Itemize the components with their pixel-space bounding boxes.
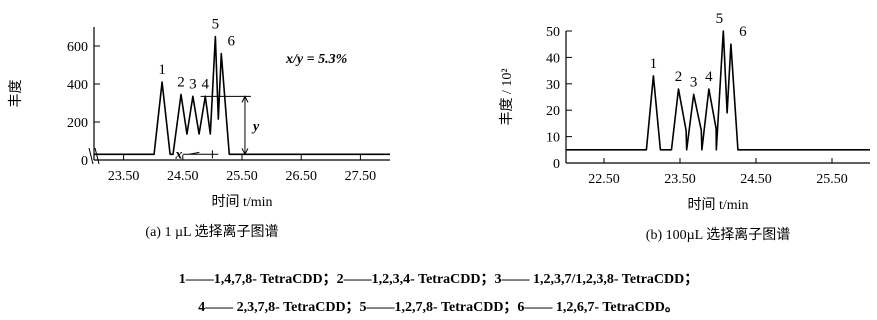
chart-caption: (a) 1 µL 选择离子图谱 xyxy=(145,223,278,240)
peak-label: 5 xyxy=(716,11,724,27)
x-tick-label: 27.50 xyxy=(345,169,377,184)
peak-label: 2 xyxy=(177,74,185,90)
axis-break-mark xyxy=(88,147,94,165)
y-tick-label: 20 xyxy=(546,104,560,119)
x-tick-label: 23.50 xyxy=(108,169,140,184)
y-tick-label: 40 xyxy=(546,51,560,66)
peak-label: 4 xyxy=(705,69,713,85)
y-tick-label: 600 xyxy=(67,40,88,55)
y-tick-label: 200 xyxy=(67,116,88,131)
y-tick-label: 0 xyxy=(81,154,88,169)
y-tick-label: 50 xyxy=(546,25,560,40)
x-tick-label: 24.50 xyxy=(167,169,199,184)
axis-break-mark xyxy=(94,147,100,165)
chart-panel-b: 0 10 20 30 40 50 22.50 23.50 24.50 25.50 丰度 / 10² 时… xyxy=(499,11,870,243)
x-tick-label: 22.50 xyxy=(588,172,620,187)
peak-label: 5 xyxy=(212,17,220,33)
y-dimension-arrow xyxy=(241,95,249,103)
chart-panel-a: 0 200 400 600 23.50 24.50 25.50 26.50 27.50 丰度时间 … xyxy=(8,17,390,240)
peak-label: 6 xyxy=(228,34,236,50)
peak-label: 3 xyxy=(690,74,698,90)
y-symbol: y xyxy=(251,119,260,134)
peak-label: 3 xyxy=(189,76,197,92)
y-tick-label: 30 xyxy=(546,78,560,93)
ratio-annotation: x/y = 5.3% xyxy=(285,52,347,67)
peak-label: 1 xyxy=(158,62,166,78)
x-tick-label: 26.50 xyxy=(285,169,317,184)
x-tick-label: 25.50 xyxy=(226,169,258,184)
y-dimension-arrow xyxy=(241,148,249,156)
compound-legend-line-1: 1——1,4,7,8- TetraCDD；2——1,2,3,4- TetraCD… xyxy=(178,272,699,287)
peak-label: 1 xyxy=(650,56,658,72)
compound-legend-line-2: 4—— 2,3,7,8- TetraCDD；5——1,2,7,8- TetraC… xyxy=(198,300,679,315)
x-axis-title: 时间 t/min xyxy=(211,194,272,210)
y-axis-title: 丰度 xyxy=(8,80,24,108)
chromatogram-trace xyxy=(566,30,870,151)
peak-label: 6 xyxy=(739,24,747,40)
peak-label: 4 xyxy=(202,76,210,92)
x-tick-label: 24.50 xyxy=(740,172,772,187)
y-tick-label: 10 xyxy=(546,131,560,146)
y-axis-title: 丰度 / 10² xyxy=(499,68,515,125)
chart-caption: (b) 100µL 选择离子图谱 xyxy=(646,226,790,243)
x-tick-label: 23.50 xyxy=(664,172,696,187)
x-axis-title: 时间 t/min xyxy=(687,197,748,213)
x-symbol: x xyxy=(174,147,182,162)
chromatogram-trace xyxy=(94,35,390,156)
x-tick-label: 25.50 xyxy=(816,172,848,187)
peak-label: 2 xyxy=(675,69,683,85)
y-tick-label: 400 xyxy=(67,78,88,93)
y-tick-label: 0 xyxy=(553,157,560,172)
